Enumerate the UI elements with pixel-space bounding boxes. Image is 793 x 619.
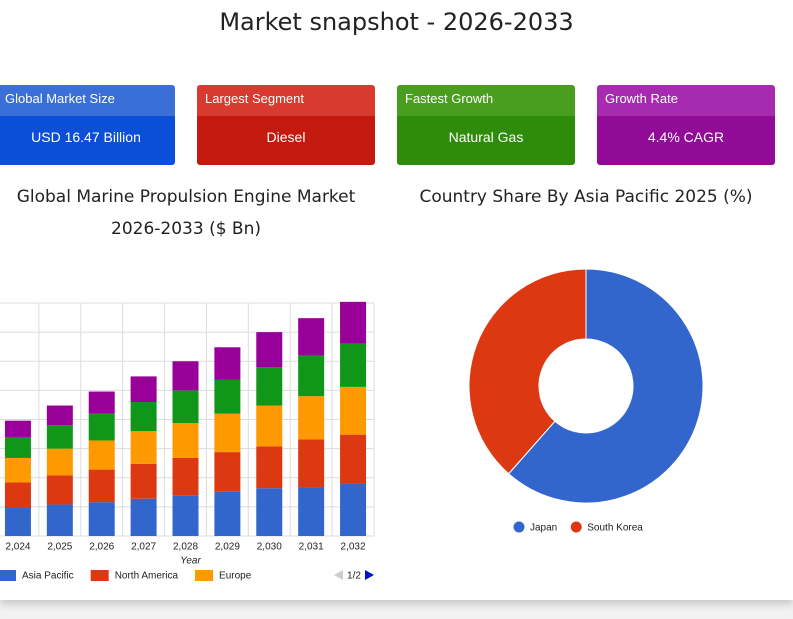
bar-segment [4, 508, 31, 536]
kpi-value: Diesel [197, 116, 375, 165]
bar-segment [340, 343, 367, 387]
x-tick-label: 2,027 [131, 542, 156, 553]
bar-segment [340, 483, 367, 536]
kpi-label: Global Market Size [0, 85, 175, 116]
bar-segment [46, 448, 73, 476]
kpi-card: Growth Rate 4.4% CAGR [597, 85, 775, 165]
pie-slice [468, 268, 587, 475]
bar-segment [172, 390, 199, 423]
x-tick-label: 2,031 [299, 542, 324, 553]
bar-segment [88, 469, 115, 503]
bar-segment [130, 431, 157, 464]
x-tick-label: 2,024 [5, 542, 30, 553]
kpi-value: Natural Gas [397, 116, 575, 165]
bar-segment [214, 413, 241, 453]
bar-segment [4, 420, 31, 437]
legend-label: Europe [219, 571, 252, 582]
x-tick-label: 2,026 [89, 542, 114, 553]
bar-segment [298, 355, 325, 397]
bar-segment [172, 422, 199, 458]
bar-segment [256, 367, 283, 406]
bar-segment [340, 301, 367, 344]
legend-swatch [0, 570, 16, 581]
bar-segment [256, 488, 283, 536]
bar-segment [46, 405, 73, 426]
bar-segment [4, 457, 31, 483]
bar-segment [172, 495, 199, 536]
x-tick-label: 2,028 [173, 542, 198, 553]
kpi-card: Global Market Size USD 16.47 Billion [0, 85, 175, 165]
bar-segment [88, 440, 115, 470]
bar-segment [130, 376, 157, 403]
bar-segment [256, 332, 283, 368]
legend-swatch [513, 521, 525, 533]
x-axis-label: Year [180, 556, 201, 567]
bar-segment [130, 402, 157, 432]
bar-segment [46, 475, 73, 505]
legend-label: South Korea [587, 523, 643, 534]
x-tick-label: 2,029 [215, 542, 240, 553]
page-title: Market snapshot - 2026-2033 [219, 8, 574, 36]
kpi-card: Fastest Growth Natural Gas [397, 85, 575, 165]
bar-chart-title: Global Marine Propulsion Engine Market 2… [16, 187, 356, 239]
x-tick-label: 2,030 [257, 542, 282, 553]
bar-segment [172, 361, 199, 391]
bar-segment [46, 425, 73, 449]
legend-page: 1/2 [347, 571, 361, 582]
legend-swatch [90, 570, 109, 581]
legend-next[interactable] [365, 570, 374, 580]
legend-prev[interactable] [334, 570, 343, 580]
bar-segment [298, 487, 325, 536]
kpi-label: Growth Rate [597, 85, 775, 116]
legend-label: Asia Pacific [22, 571, 74, 582]
pie-slice [507, 268, 704, 504]
kpi-value: USD 16.47 Billion [0, 116, 175, 165]
bar-segment [88, 502, 115, 536]
bar-segment [172, 457, 199, 496]
bar-segment [298, 396, 325, 440]
bar-segment [214, 379, 241, 414]
bar-segment [4, 436, 31, 458]
bar-segment [256, 405, 283, 447]
bar-segment [130, 463, 157, 499]
bar-segment [256, 446, 283, 489]
bar-segment [4, 482, 31, 509]
kpi-value: 4.4% CAGR [597, 116, 775, 165]
bar-segment [88, 391, 115, 414]
legend-label: North America [115, 571, 179, 582]
bar-segment [214, 491, 241, 536]
kpi-label: Largest Segment [197, 85, 375, 116]
bar-segment [298, 439, 325, 488]
kpi-card: Largest Segment Diesel [197, 85, 375, 165]
bar-segment [298, 318, 325, 356]
bar-segment [214, 347, 241, 380]
kpi-label: Fastest Growth [397, 85, 575, 116]
x-tick-label: 2,032 [341, 542, 366, 553]
bar-segment [340, 386, 367, 435]
legend-swatch [195, 570, 214, 581]
bar-segment [88, 413, 115, 441]
bar-segment [340, 434, 367, 484]
bar-segment [46, 504, 73, 536]
legend-label: Japan [530, 523, 557, 534]
legend-swatch [570, 521, 582, 533]
bar-segment [214, 452, 241, 492]
pie-chart-title: Country Share By Asia Pacific 2025 (%) [419, 187, 753, 207]
bar-segment [130, 498, 157, 536]
x-tick-label: 2,025 [47, 542, 72, 553]
